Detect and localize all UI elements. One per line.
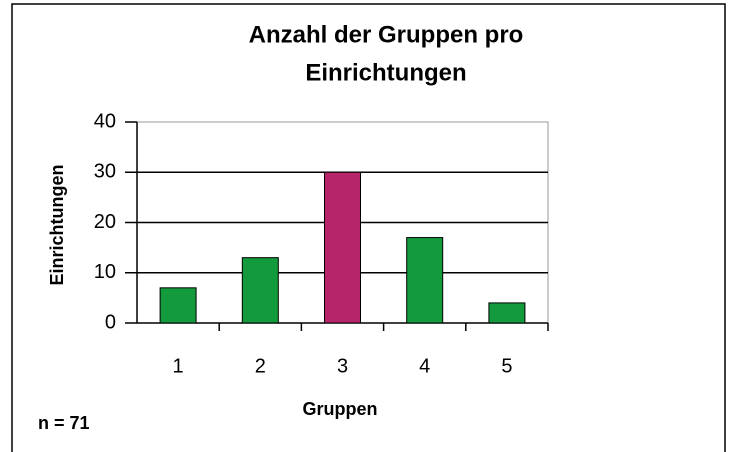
bar <box>324 171 361 324</box>
bar <box>241 257 279 324</box>
y-tick-label: 0 <box>105 311 116 333</box>
bar <box>159 287 197 324</box>
annotation: n = 71 <box>38 413 90 433</box>
x-tick-label: 5 <box>501 355 512 377</box>
bar <box>406 237 444 324</box>
y-tick-label: 40 <box>94 110 116 132</box>
chart-title: Anzahl der Gruppen pro <box>249 21 524 48</box>
x-tick-label: 4 <box>419 355 430 377</box>
x-axis-label: Gruppen <box>303 399 378 419</box>
chart-title: Einrichtungen <box>305 59 466 86</box>
bar <box>488 302 526 324</box>
y-tick-label: 10 <box>94 261 116 283</box>
x-tick-label: 1 <box>173 355 184 377</box>
y-tick-label: 20 <box>94 211 116 233</box>
y-axis-label: Einrichtungen <box>47 165 67 286</box>
y-tick-label: 30 <box>94 161 116 183</box>
x-tick-label: 2 <box>255 355 266 377</box>
x-tick-label: 3 <box>337 355 348 377</box>
